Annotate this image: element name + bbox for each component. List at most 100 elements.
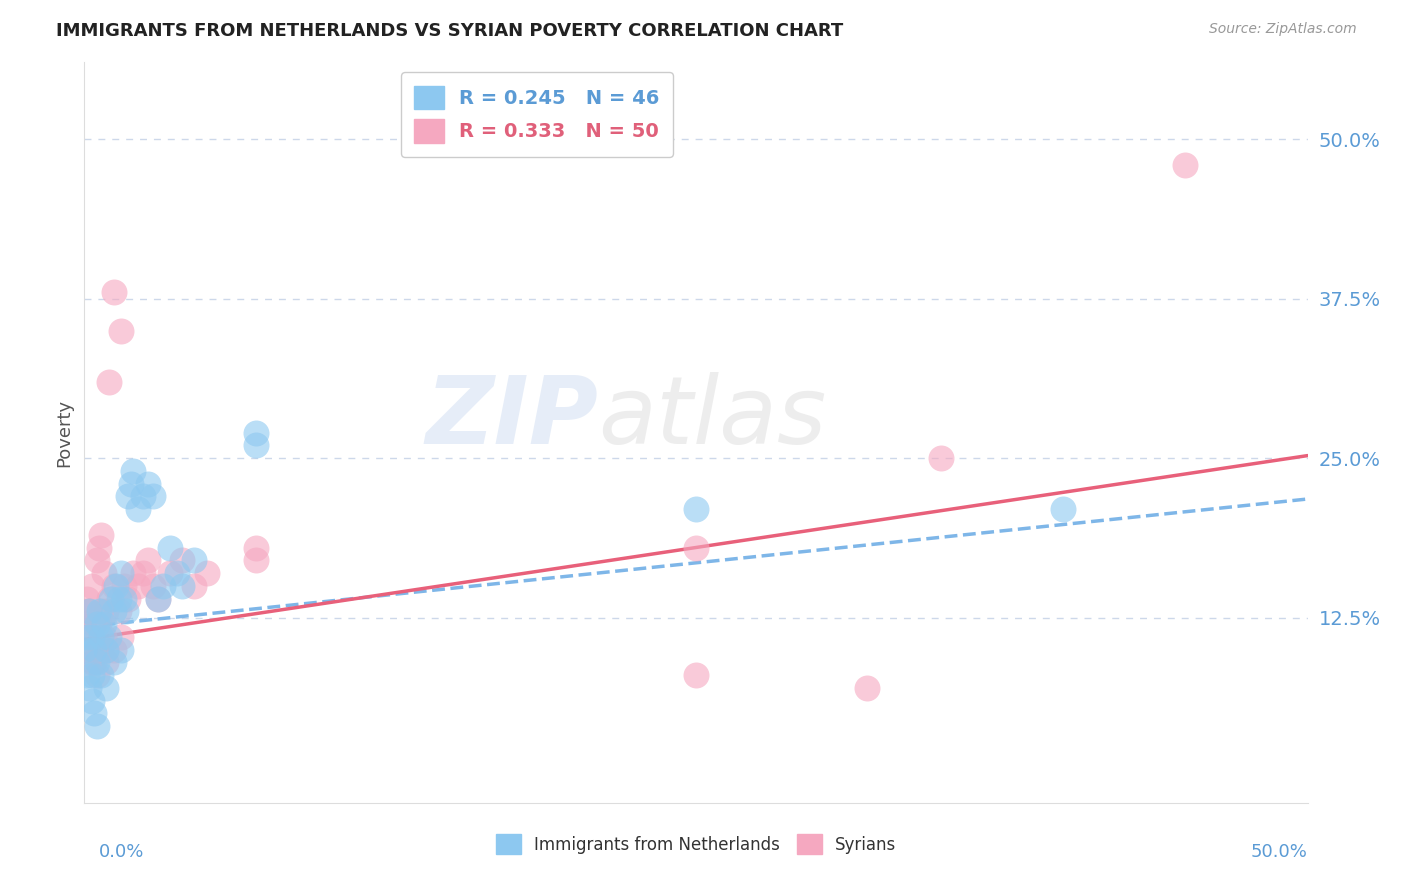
Point (117, 490, 139, 504)
Point (86, 719, 108, 733)
Point (1174, 157, 1197, 171)
Point (107, 591, 129, 606)
Point (183, 579, 205, 593)
Point (110, 566, 132, 580)
Point (90, 604, 112, 618)
Point (159, 566, 181, 580)
Point (136, 553, 159, 567)
Point (136, 476, 159, 491)
Point (83, 706, 105, 721)
Point (856, 681, 879, 695)
Point (83, 617, 105, 632)
Point (146, 591, 169, 606)
Point (195, 566, 218, 580)
Point (122, 464, 145, 478)
Point (93, 630, 115, 644)
Point (86, 553, 108, 567)
Point (73, 642, 96, 657)
Text: atlas: atlas (598, 372, 827, 463)
Point (685, 668, 707, 682)
Point (77, 604, 100, 618)
Point (96, 604, 118, 618)
Point (96, 656, 118, 670)
Point (110, 324, 132, 338)
Point (105, 579, 128, 593)
Text: ZIP: ZIP (425, 372, 598, 464)
Point (90, 642, 112, 657)
Point (86, 668, 108, 682)
Point (80, 668, 103, 682)
Point (146, 591, 169, 606)
Point (73, 617, 96, 632)
Point (142, 490, 165, 504)
Point (97, 591, 120, 606)
Point (87, 604, 110, 618)
Point (96, 681, 118, 695)
Point (245, 425, 267, 440)
Point (97, 630, 120, 644)
Point (110, 630, 132, 644)
Point (245, 553, 267, 567)
Point (107, 604, 129, 618)
Text: 0.0%: 0.0% (98, 843, 143, 861)
Point (122, 566, 145, 580)
Y-axis label: Poverty: Poverty (55, 399, 73, 467)
Point (245, 541, 267, 555)
Point (103, 285, 125, 300)
Point (80, 579, 103, 593)
Point (112, 591, 135, 606)
Point (103, 656, 125, 670)
Point (76, 604, 98, 618)
Text: 50.0%: 50.0% (1251, 843, 1308, 861)
Point (103, 579, 125, 593)
Point (103, 604, 125, 618)
Point (120, 476, 142, 491)
Point (127, 579, 149, 593)
Legend: Immigrants from Netherlands, Syrians: Immigrants from Netherlands, Syrians (489, 828, 903, 861)
Point (87, 541, 110, 555)
Point (77, 681, 100, 695)
Point (132, 490, 155, 504)
Point (77, 604, 100, 618)
Point (96, 642, 118, 657)
Point (83, 656, 105, 670)
Point (183, 553, 205, 567)
Point (97, 375, 120, 389)
Point (90, 527, 112, 541)
Point (159, 541, 181, 555)
Point (76, 630, 98, 644)
Point (86, 617, 108, 632)
Point (127, 502, 149, 516)
Point (132, 566, 155, 580)
Point (100, 591, 122, 606)
Point (77, 630, 100, 644)
Point (685, 502, 707, 516)
Point (90, 630, 112, 644)
Point (76, 591, 98, 606)
Point (115, 604, 138, 618)
Point (83, 642, 105, 657)
Point (152, 579, 174, 593)
Point (80, 656, 103, 670)
Point (142, 579, 165, 593)
Point (86, 642, 108, 657)
Point (110, 642, 132, 657)
Point (172, 579, 194, 593)
Point (90, 668, 112, 682)
Point (80, 694, 103, 708)
Point (929, 451, 952, 466)
Point (172, 553, 194, 567)
Point (1052, 502, 1074, 516)
Point (93, 566, 115, 580)
Point (76, 668, 98, 682)
Point (117, 591, 139, 606)
Text: IMMIGRANTS FROM NETHERLANDS VS SYRIAN POVERTY CORRELATION CHART: IMMIGRANTS FROM NETHERLANDS VS SYRIAN PO… (56, 22, 844, 40)
Point (80, 642, 103, 657)
Point (112, 579, 135, 593)
Text: Source: ZipAtlas.com: Source: ZipAtlas.com (1209, 22, 1357, 37)
Point (86, 656, 108, 670)
Point (245, 438, 267, 452)
Point (80, 630, 103, 644)
Point (87, 617, 110, 632)
Point (166, 566, 188, 580)
